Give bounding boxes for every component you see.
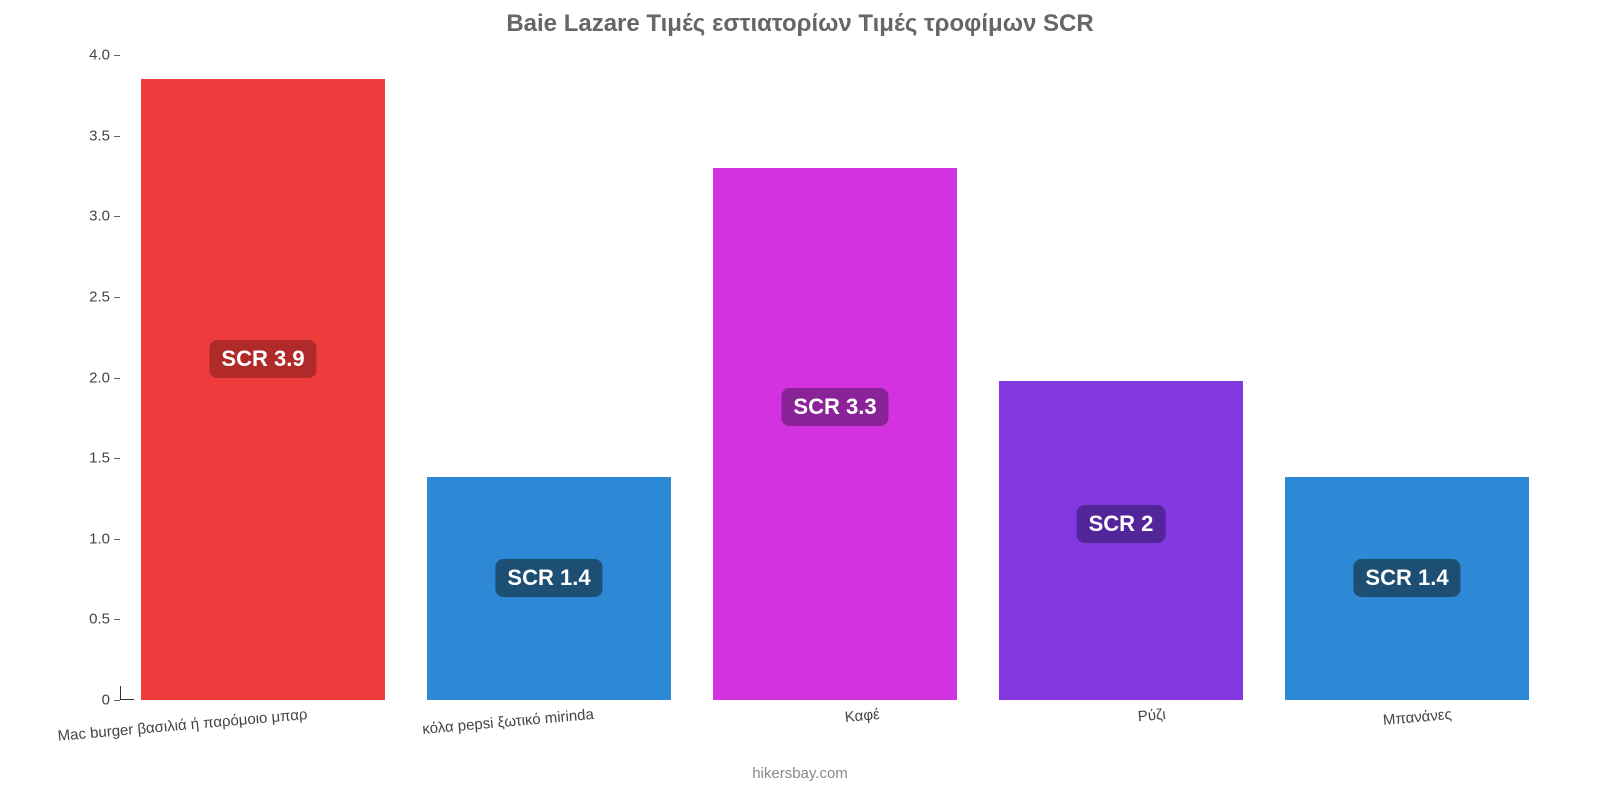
y-axis-line xyxy=(120,686,121,700)
bar-value-label: SCR 3.3 xyxy=(781,388,888,426)
chart-container: Baie Lazare Τιμές εστιατορίων Τιμές τροφ… xyxy=(0,0,1600,800)
attribution-text: hikersbay.com xyxy=(0,765,1600,782)
y-tick-label: 0 xyxy=(102,692,120,709)
x-axis-line xyxy=(120,699,134,700)
y-tick-label: 1.5 xyxy=(89,450,120,467)
x-tick-label: Μπανάνες xyxy=(1382,706,1452,729)
y-tick-label: 0.5 xyxy=(89,611,120,628)
chart-title: Baie Lazare Τιμές εστιατορίων Τιμές τροφ… xyxy=(0,10,1600,38)
bar xyxy=(713,168,956,700)
bar xyxy=(141,79,384,700)
x-tick-label: κόλα pepsi ξωτικό mirinda xyxy=(421,706,594,738)
y-tick-label: 1.0 xyxy=(89,530,120,547)
x-tick-label: Ρύζι xyxy=(1137,706,1166,725)
x-tick-label: Mac burger βασιλιά ή παρόμοιο μπαρ xyxy=(57,706,308,745)
bar-value-label: SCR 3.9 xyxy=(209,340,316,378)
plot-area: 00.51.01.52.02.53.03.54.0 SCR 3.9SCR 1.4… xyxy=(120,55,1550,700)
y-tick-label: 2.5 xyxy=(89,288,120,305)
x-tick-label: Καφέ xyxy=(844,706,880,726)
y-tick-label: 4.0 xyxy=(89,47,120,64)
bar-value-label: SCR 1.4 xyxy=(495,559,602,597)
y-tick-label: 3.5 xyxy=(89,127,120,144)
y-tick-label: 2.0 xyxy=(89,369,120,386)
y-tick-label: 3.0 xyxy=(89,208,120,225)
bar-value-label: SCR 2 xyxy=(1077,505,1166,543)
bar-value-label: SCR 1.4 xyxy=(1353,559,1460,597)
